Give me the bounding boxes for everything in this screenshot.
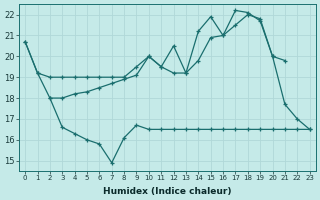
- X-axis label: Humidex (Indice chaleur): Humidex (Indice chaleur): [103, 187, 232, 196]
